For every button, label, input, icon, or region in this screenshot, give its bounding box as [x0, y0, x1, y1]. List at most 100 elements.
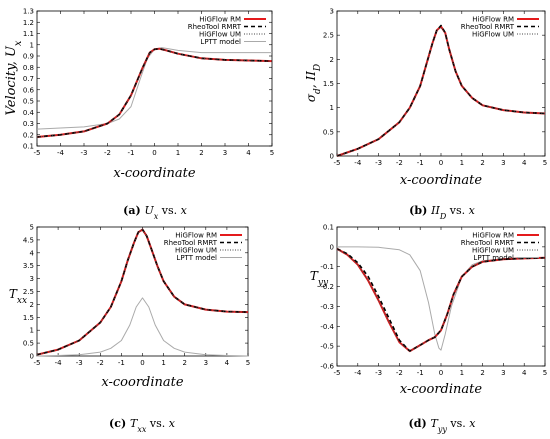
y-tick-label: 1: [30, 41, 34, 49]
x-tick-label: -4: [55, 359, 63, 367]
y-tick-label: 0.4: [23, 109, 35, 117]
y-tick-label: -0.6: [320, 363, 334, 371]
series-line-lptt-model: [36, 47, 272, 130]
y-tick-label: -0.4: [320, 323, 334, 331]
x-tick-label: 2: [480, 159, 484, 167]
x-tick-label: -2: [104, 149, 111, 157]
y-tick-label: -0.3: [320, 303, 334, 311]
legend-label: HiGFlow RM: [199, 16, 241, 24]
y-tick-label: 1.5: [23, 314, 34, 322]
x-axis-label: x-coordinate: [113, 166, 195, 181]
x-tick-label: 3: [501, 159, 505, 167]
legend-label: LPTT model: [200, 38, 241, 46]
chart-caption: (a) Ux vs. x: [123, 204, 188, 221]
x-tick-label: 5: [543, 369, 547, 377]
y-tick-label: 0.1: [323, 224, 334, 232]
x-tick-label: 5: [246, 359, 250, 367]
legend-label: HiGFlow UM: [199, 31, 241, 39]
x-tick-label: -2: [396, 369, 403, 377]
y-tick-label: -0.2: [320, 283, 334, 291]
series-line-higflow-um: [36, 48, 273, 138]
x-tick-label: -3: [76, 359, 83, 367]
x-tick-label: 0: [439, 369, 443, 377]
chart-caption: (b) IID vs. x: [409, 204, 475, 221]
x-tick-label: 3: [223, 149, 227, 157]
y-tick-label: 0: [330, 153, 334, 161]
x-tick-label: 4: [522, 369, 527, 377]
y-tick-label: 1.5: [323, 80, 334, 88]
y-tick-label: 1: [330, 104, 334, 112]
y-tick-label: 0.5: [23, 98, 34, 106]
x-axis-label: x-coordinate: [400, 382, 482, 397]
y-tick-label: 3: [30, 275, 34, 283]
x-tick-label: -2: [97, 359, 104, 367]
x-tick-label: -3: [81, 149, 88, 157]
x-tick-label: -4: [354, 369, 362, 377]
y-axis-label: Velocity, Ux: [4, 40, 24, 115]
y-tick-label: 2.5: [323, 32, 334, 40]
legend-label: RheoTool RMRT: [461, 23, 515, 31]
y-tick-label: 4.5: [23, 236, 34, 244]
x-tick-label: 0: [140, 359, 144, 367]
y-tick-label: 0.5: [323, 128, 334, 136]
x-tick-label: 2: [199, 149, 203, 157]
x-tick-label: 4: [225, 359, 230, 367]
y-tick-label: 2.5: [23, 288, 34, 296]
y-tick-label: 0.3: [23, 120, 34, 128]
x-tick-label: -5: [334, 159, 341, 167]
chart-c: -5 -4 -3 -2 -1 0 1 2 3 4 5 0 0.5 1 1.5 2 2.5 3 3.5 4 4.5 5 HiG…: [9, 224, 250, 434]
series-line-higflow-um: [36, 229, 249, 356]
x-tick-label: 3: [501, 369, 505, 377]
y-tick-label: 5: [30, 224, 34, 232]
x-tick-label: 4: [246, 149, 251, 157]
y-tick-label: 1.3: [23, 8, 34, 16]
x-tick-label: 1: [460, 159, 464, 167]
series-line-higflow-rm: [36, 47, 273, 138]
legend-label: HiGFlow RM: [472, 16, 514, 24]
x-tick-label: 0: [439, 159, 443, 167]
x-tick-label: -1: [118, 359, 125, 367]
y-axis-label: σd, IID: [304, 64, 323, 102]
x-tick-label: 4: [522, 159, 527, 167]
x-tick-label: -1: [417, 369, 424, 377]
legend-label: RheoTool RMRT: [188, 23, 242, 31]
chart-d: -5 -4 -3 -2 -1 0 1 2 3 4 5 -0.6 -0.5 -0.4 -0.3 -0.2 -0.1…: [310, 224, 547, 434]
x-axis-label: x-coordinate: [400, 173, 482, 188]
legend-label: HiGFlow UM: [472, 31, 514, 39]
y-axis-label: Txx: [9, 287, 27, 306]
x-tick-label: -5: [34, 359, 41, 367]
y-tick-label: 3: [330, 8, 334, 16]
series-line-rheotool-rmrt: [336, 248, 546, 352]
y-tick-label: 0.5: [23, 340, 34, 348]
x-tick-label: -3: [375, 369, 382, 377]
x-tick-label: 5: [270, 149, 274, 157]
x-tick-label: 2: [182, 359, 186, 367]
x-tick-label: -1: [417, 159, 424, 167]
x-tick-label: 3: [204, 359, 208, 367]
chart-a: -5 -4 -3 -2 -1 0 1 2 3 4 5 0.1 0.2 0.3 0.4 0.5 0.6 0.7 0.8…: [4, 8, 274, 221]
series-line-higflow-um: [336, 248, 546, 352]
legend-label: HiGFlow UM: [472, 247, 514, 255]
chart-caption: (d) Tyy vs. x: [409, 417, 477, 434]
series-line-rheotool-rmrt: [36, 47, 273, 138]
x-tick-label: 0: [152, 149, 156, 157]
legend-label: RheoTool RMRT: [164, 239, 218, 247]
x-tick-label: -5: [334, 369, 341, 377]
series-line-higflow-um: [336, 26, 546, 157]
y-tick-label: -0.1: [320, 263, 334, 271]
y-tick-label: 0: [30, 353, 34, 361]
y-tick-label: -0.5: [320, 343, 334, 351]
x-axis-label: x-coordinate: [101, 375, 183, 390]
y-tick-label: 0.8: [23, 64, 34, 72]
y-tick-label: 0.7: [23, 75, 34, 83]
y-tick-label: 0.9: [23, 53, 34, 61]
series-line-higflow-rm: [336, 25, 546, 157]
x-tick-label: -1: [128, 149, 135, 157]
series-line-rheotool-rmrt: [336, 24, 546, 157]
x-tick-label: 1: [161, 359, 165, 367]
legend-label: LPTT model: [176, 254, 217, 262]
series-line-lptt-model: [337, 246, 545, 351]
x-tick-label: -4: [57, 149, 65, 157]
y-tick-label: 0.1: [23, 143, 34, 151]
legend-label: LPTT model: [473, 254, 514, 262]
